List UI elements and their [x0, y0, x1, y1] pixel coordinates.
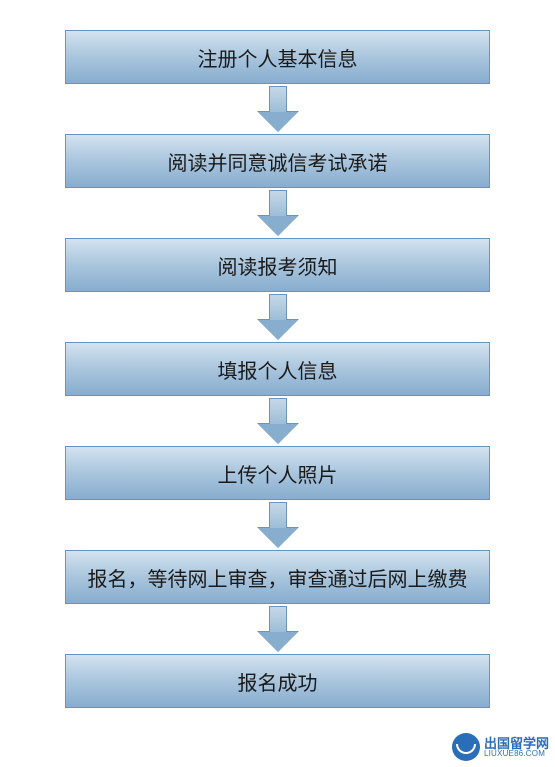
- step-box-2: 阅读并同意诚信考试承诺: [65, 134, 490, 188]
- arrow-5: [258, 500, 298, 550]
- step-box-5: 上传个人照片: [65, 446, 490, 500]
- step-label-5: 上传个人照片: [218, 459, 338, 488]
- watermark-en: LIUXUE86.COM: [484, 750, 549, 758]
- step-box-4: 填报个人信息: [65, 342, 490, 396]
- step-label-3: 阅读报考须知: [218, 251, 338, 280]
- step-label-6: 报名，等待网上审查，审查通过后网上缴费: [88, 563, 468, 592]
- step-label-2: 阅读并同意诚信考试承诺: [168, 147, 388, 176]
- watermark-icon: [452, 733, 480, 761]
- step-box-1: 注册个人基本信息: [65, 30, 490, 84]
- watermark: 出国留学网 LIUXUE86.COM: [452, 733, 549, 761]
- arrow-4: [258, 396, 298, 446]
- step-box-3: 阅读报考须知: [65, 238, 490, 292]
- step-label-7: 报名成功: [238, 667, 318, 696]
- step-box-6: 报名，等待网上审查，审查通过后网上缴费: [65, 550, 490, 604]
- arrow-6: [258, 604, 298, 654]
- arrow-2: [258, 188, 298, 238]
- step-box-7: 报名成功: [65, 654, 490, 708]
- step-label-1: 注册个人基本信息: [198, 43, 358, 72]
- step-label-4: 填报个人信息: [218, 355, 338, 384]
- arrow-3: [258, 292, 298, 342]
- watermark-text: 出国留学网 LIUXUE86.COM: [484, 737, 549, 758]
- watermark-cn: 出国留学网: [484, 737, 549, 750]
- arrow-1: [258, 84, 298, 134]
- flowchart-container: 注册个人基本信息 阅读并同意诚信考试承诺 阅读报考须知 填报个人信息 上传个人照…: [0, 0, 555, 708]
